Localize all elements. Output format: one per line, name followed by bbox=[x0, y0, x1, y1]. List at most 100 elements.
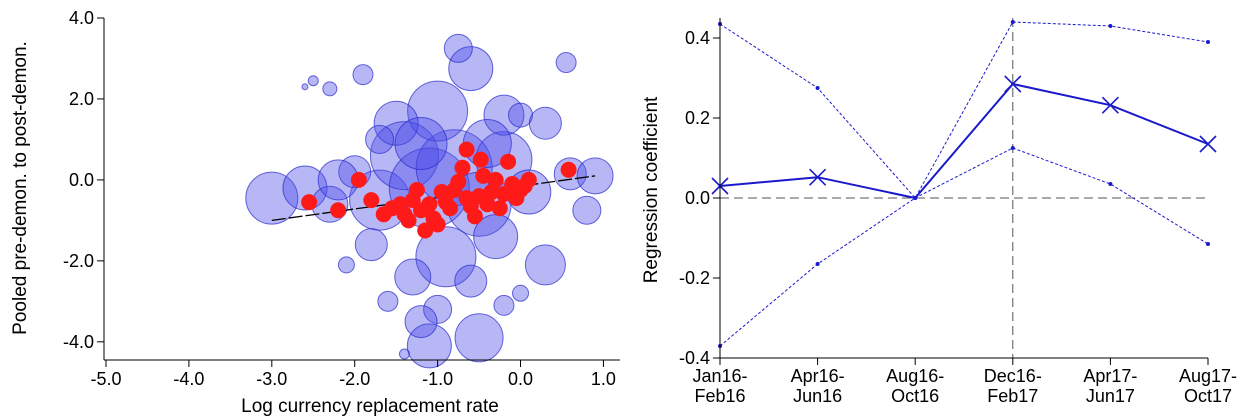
binned-point bbox=[421, 196, 438, 213]
bubble bbox=[394, 116, 448, 170]
coefficient-marker bbox=[809, 168, 827, 186]
bubble bbox=[377, 290, 399, 312]
binned-point-layer bbox=[301, 141, 577, 239]
binned-point bbox=[500, 153, 517, 170]
bubble bbox=[415, 226, 477, 288]
bubble bbox=[407, 80, 469, 142]
binned-point bbox=[483, 184, 500, 201]
right-x-tick-label-line: Jun16 bbox=[793, 386, 842, 406]
binned-point bbox=[330, 202, 347, 219]
left-x-axis-title: Log currency replacement rate bbox=[241, 396, 499, 417]
right-x-tick-label: Aug17-Oct17 bbox=[1179, 366, 1237, 406]
left-x-tick-label: -5.0 bbox=[90, 369, 121, 389]
right-x-tick-label-line: Aug17- bbox=[1179, 366, 1237, 386]
right-x-tick-label-line: Jun17 bbox=[1086, 386, 1135, 406]
left-y-axis-title: Pooled pre-demon. to post-demon. bbox=[10, 41, 31, 335]
left-x-tick-label: -2.0 bbox=[339, 369, 370, 389]
bubble bbox=[307, 75, 319, 87]
left-y-tick-label: 0.0 bbox=[69, 170, 94, 190]
bubble bbox=[493, 294, 515, 316]
bubble bbox=[443, 33, 473, 63]
bubble bbox=[508, 102, 534, 128]
coefficient-marker bbox=[1199, 135, 1217, 153]
series-line-layer bbox=[711, 20, 1217, 348]
bubble bbox=[555, 52, 577, 74]
left-y-tick-label: 2.0 bbox=[69, 89, 94, 109]
confidence-bound-point bbox=[1206, 40, 1210, 44]
right-x-tick-label-line: Apr17- bbox=[1083, 366, 1137, 386]
confidence-bound-point bbox=[913, 196, 918, 200]
binned-point bbox=[363, 192, 380, 209]
left-axes: -5.0 -4.0 -3.0 -2.0 -1.0 0.0 1.0 -4.0 -2.0 0.0 2.0… bbox=[63, 8, 620, 389]
left-x-tick-label: -4.0 bbox=[173, 369, 204, 389]
confidence-bound-point bbox=[815, 262, 820, 266]
confidence-bound-point bbox=[1108, 24, 1113, 28]
bubble bbox=[337, 256, 355, 274]
right-x-tick-label-line: Apr16- bbox=[791, 366, 845, 386]
right-y-tick-label: 0.0 bbox=[685, 188, 710, 208]
right-x-tick-label: Apr17-Jun17 bbox=[1083, 366, 1137, 406]
binned-point bbox=[350, 171, 367, 188]
left-x-tick-label: 0.0 bbox=[508, 369, 533, 389]
right-x-tick-label: Apr16-Jun16 bbox=[791, 366, 845, 406]
left-x-tick-label: 1.0 bbox=[591, 369, 616, 389]
left-scatter-chart: -5.0 -4.0 -3.0 -2.0 -1.0 0.0 1.0 -4.0 -2.0 0.0 2.0… bbox=[10, 8, 620, 417]
binned-point bbox=[454, 159, 471, 176]
binned-point bbox=[466, 208, 483, 225]
right-y-axis-title: Regression coefficient bbox=[641, 96, 662, 283]
bubble bbox=[454, 313, 504, 363]
confidence-bound-point bbox=[815, 86, 820, 90]
bubble bbox=[245, 171, 299, 225]
bubble bbox=[524, 244, 566, 286]
bubble bbox=[572, 195, 602, 225]
bubble bbox=[301, 83, 309, 91]
bubble bbox=[394, 258, 432, 296]
bubble bbox=[365, 124, 395, 154]
coefficient-marker bbox=[1004, 75, 1022, 93]
bubble bbox=[423, 294, 453, 324]
bubble bbox=[398, 348, 410, 360]
bubble bbox=[322, 81, 338, 97]
binned-point bbox=[429, 216, 446, 233]
bubble bbox=[406, 323, 452, 369]
right-x-tick-label-line: Dec16- bbox=[984, 366, 1042, 386]
bubble bbox=[373, 100, 419, 146]
coefficient-line bbox=[719, 82, 1209, 200]
bubble bbox=[404, 305, 438, 339]
right-line-chart: -0.4-0.20.00.20.4Jan16-Feb16Apr16-Jun16A… bbox=[641, 18, 1237, 406]
right-x-tick-label-line: Aug16- bbox=[886, 366, 944, 386]
binned-point bbox=[458, 141, 475, 158]
binned-point bbox=[560, 161, 577, 178]
right-y-tick-label: -0.2 bbox=[679, 268, 710, 288]
right-x-tick-label: Aug16-Oct16 bbox=[886, 366, 944, 406]
bubble bbox=[454, 264, 488, 298]
reference-line-layer bbox=[720, 18, 1208, 358]
bubble bbox=[512, 284, 530, 302]
confidence-bound-point bbox=[1108, 182, 1113, 186]
right-x-tick-label: Dec16-Feb17 bbox=[984, 366, 1042, 406]
bubble bbox=[354, 228, 388, 262]
binned-point bbox=[479, 196, 496, 213]
right-y-tick-label: -0.4 bbox=[679, 348, 710, 368]
left-x-tick-label: -3.0 bbox=[256, 369, 287, 389]
binned-point bbox=[487, 171, 504, 188]
binned-point bbox=[442, 200, 459, 217]
binned-point bbox=[417, 222, 434, 239]
right-axes: -0.4-0.20.00.20.4Jan16-Feb16Apr16-Jun16A… bbox=[679, 18, 1237, 406]
right-y-tick-label: 0.2 bbox=[685, 108, 710, 128]
confidence-bound-line bbox=[719, 21, 1209, 199]
binned-point bbox=[472, 151, 489, 168]
binned-point bbox=[400, 212, 417, 229]
confidence-bound-point bbox=[1010, 20, 1015, 24]
bubble bbox=[369, 121, 439, 191]
bubble bbox=[448, 46, 494, 92]
binned-point bbox=[475, 167, 492, 184]
confidence-bound-point bbox=[1206, 242, 1210, 246]
binned-point bbox=[450, 173, 467, 190]
binned-point bbox=[520, 171, 537, 188]
right-y-tick-label: 0.4 bbox=[685, 28, 710, 48]
confidence-bound-line bbox=[719, 147, 1209, 347]
coefficient-marker bbox=[1101, 96, 1119, 114]
left-y-tick-label: 4.0 bbox=[69, 8, 94, 28]
